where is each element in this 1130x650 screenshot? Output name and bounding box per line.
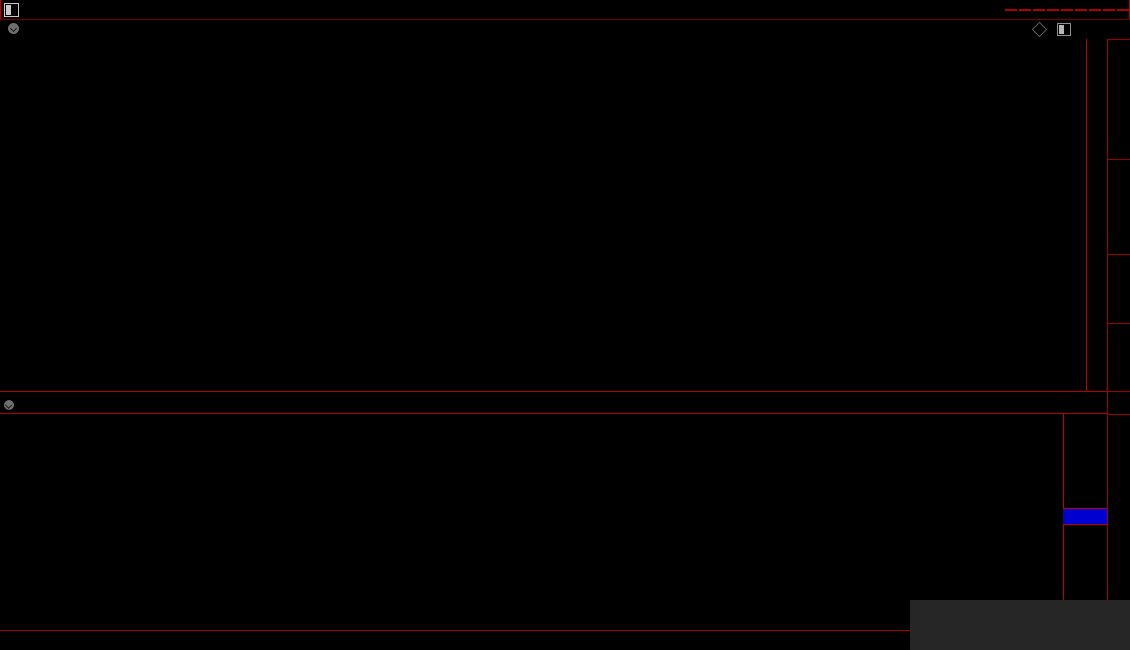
date-axis[interactable] [0,630,1063,650]
indicator-legend [0,396,1130,413]
watermark-title [910,600,1130,602]
vstrip-sep-3 [1108,323,1130,324]
back-button[interactable] [1117,9,1129,11]
title-row [0,20,1130,39]
pane-divider-top [0,391,1130,392]
mark-button[interactable] [1089,9,1101,11]
indicator-value-cursor [1063,508,1107,525]
f10-button[interactable] [1075,9,1087,11]
indicator-chart-pane[interactable] [0,414,1063,630]
candlestick-chart [0,39,1086,391]
chevron-down-circle-icon[interactable] [8,23,19,34]
top-toolbar [0,0,1130,20]
vstrip-sep-5 [1108,414,1130,415]
fuquan-button[interactable] [1005,9,1017,11]
vstrip-sep-0 [1108,39,1130,40]
toolbar-edge-left [0,0,1,20]
oscillator-chart [0,414,1063,630]
action-toolbar [1004,0,1130,20]
multistock-button[interactable] [1033,9,1045,11]
split-view-icon[interactable] [1057,23,1071,36]
chevron-down-circle-icon[interactable] [4,400,14,410]
split-panel-icon[interactable] [4,3,19,17]
pane-divider-bottom [0,413,1130,414]
vstrip-sep-4 [1108,391,1130,392]
vstrip-sep-1 [1108,159,1130,160]
right-vertical-strip [1107,39,1130,630]
page-title[interactable] [4,22,19,37]
statistics-button[interactable] [1047,9,1059,11]
toolbar-divider [0,19,1130,20]
price-axis [1086,39,1130,391]
period-toolbar [0,0,142,20]
vstrip-sep-2 [1108,254,1130,255]
add-favorite-button[interactable] [1103,9,1115,11]
overlay-button[interactable] [1019,9,1031,11]
price-chart-pane[interactable] [0,39,1086,391]
drawline-button[interactable] [1061,9,1073,11]
site-watermark [910,600,1130,650]
